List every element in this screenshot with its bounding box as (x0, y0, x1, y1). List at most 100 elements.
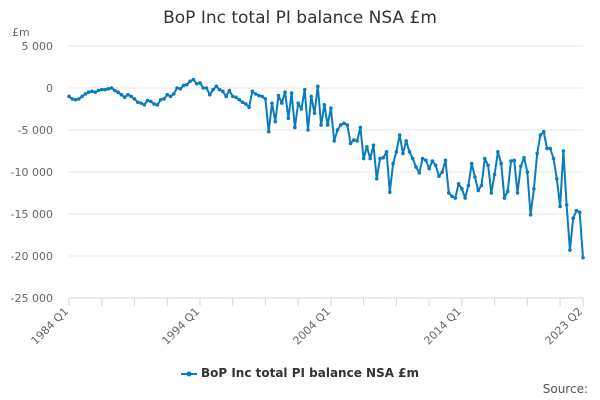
chart-title: BoP Inc total PI balance NSA £m (163, 8, 437, 28)
data-point (502, 196, 507, 200)
data-point (188, 79, 192, 84)
y-tick-label: 5 000 (22, 40, 54, 53)
data-point (103, 87, 107, 92)
data-point (165, 92, 170, 97)
data-point (149, 99, 153, 104)
y-tick-label: -20 000 (11, 250, 53, 263)
data-point (198, 81, 202, 85)
data-point (319, 123, 323, 127)
data-point (342, 121, 346, 126)
data-point (548, 146, 553, 151)
data-point (446, 191, 451, 195)
data-point (230, 94, 235, 99)
data-point (221, 89, 225, 94)
data-point (453, 196, 458, 200)
data-point (299, 107, 304, 111)
data-point (361, 156, 366, 161)
data-point (158, 97, 163, 102)
data-point (171, 92, 176, 96)
data-point (518, 164, 523, 168)
data-point (322, 103, 327, 107)
data-point (391, 161, 395, 166)
data-point (564, 202, 569, 207)
data-point (450, 194, 454, 199)
data-point (551, 156, 556, 161)
data-point (309, 94, 314, 99)
data-point (296, 101, 300, 105)
x-tick-label: 1984 Q1 (29, 305, 72, 348)
data-point (162, 97, 166, 101)
x-tick-label: 2004 Q1 (290, 305, 333, 348)
data-point (207, 92, 212, 97)
data-point (175, 86, 179, 90)
data-point (289, 91, 294, 95)
data-point (142, 103, 147, 107)
data-point (525, 170, 530, 174)
data-point (574, 208, 579, 213)
data-point (561, 149, 566, 153)
data-point (473, 175, 477, 179)
data-point (122, 95, 127, 100)
data-point (80, 94, 84, 99)
legend-item[interactable]: BoP Inc total PI balance NSA £m (0, 366, 600, 380)
data-point (270, 101, 274, 105)
data-point (155, 103, 160, 107)
data-point (404, 139, 409, 143)
data-point (280, 101, 284, 105)
data-point (332, 139, 336, 143)
data-point (217, 87, 222, 92)
data-point (306, 128, 310, 132)
data-point (522, 155, 526, 160)
data-point (486, 163, 490, 168)
data-point (407, 150, 412, 154)
data-point (152, 102, 156, 106)
data-point (430, 159, 435, 163)
y-tick-label: -10 000 (11, 166, 53, 179)
data-point (77, 97, 81, 101)
x-tick-label: 1994 Q1 (160, 305, 203, 348)
data-point (181, 83, 186, 88)
gridlines (69, 45, 583, 299)
data-point (437, 174, 441, 178)
data-point (358, 125, 363, 130)
data-point (109, 86, 114, 90)
data-point (132, 97, 137, 101)
data-point (201, 86, 206, 90)
data-point (135, 100, 140, 105)
data-point (427, 166, 431, 171)
data-point (260, 94, 264, 99)
data-point (352, 138, 356, 142)
data-point (129, 94, 134, 99)
data-point (528, 213, 533, 217)
data-point (243, 102, 248, 106)
data-point (247, 105, 251, 110)
data-point (440, 170, 445, 174)
data-point (420, 156, 425, 161)
data-point (168, 94, 173, 99)
data-point (83, 92, 88, 96)
data-point (469, 161, 474, 166)
data-point (492, 172, 497, 177)
data-point (194, 82, 199, 86)
data-point (541, 129, 546, 134)
data-point (250, 89, 255, 94)
data-point (93, 90, 97, 94)
data-point (99, 87, 104, 92)
x-axis: 1984 Q1 1994 Q1 2004 Q1 2014 Q1 2023 Q2 (29, 298, 585, 348)
data-point (191, 77, 196, 82)
data-point (116, 90, 120, 94)
data-point (388, 190, 392, 194)
data-point (335, 128, 340, 132)
data-point (126, 92, 130, 97)
data-point (571, 216, 575, 220)
data-point (178, 87, 183, 91)
data-point (237, 97, 242, 102)
data-point (67, 94, 71, 99)
data-point (312, 111, 317, 115)
data-point (381, 155, 386, 160)
legend-label: BoP Inc total PI balance NSA £m (200, 366, 420, 380)
data-point (456, 181, 461, 186)
y-tick-label: -5 000 (18, 124, 53, 137)
source-label: Source: (542, 382, 588, 396)
data-point (293, 125, 297, 130)
